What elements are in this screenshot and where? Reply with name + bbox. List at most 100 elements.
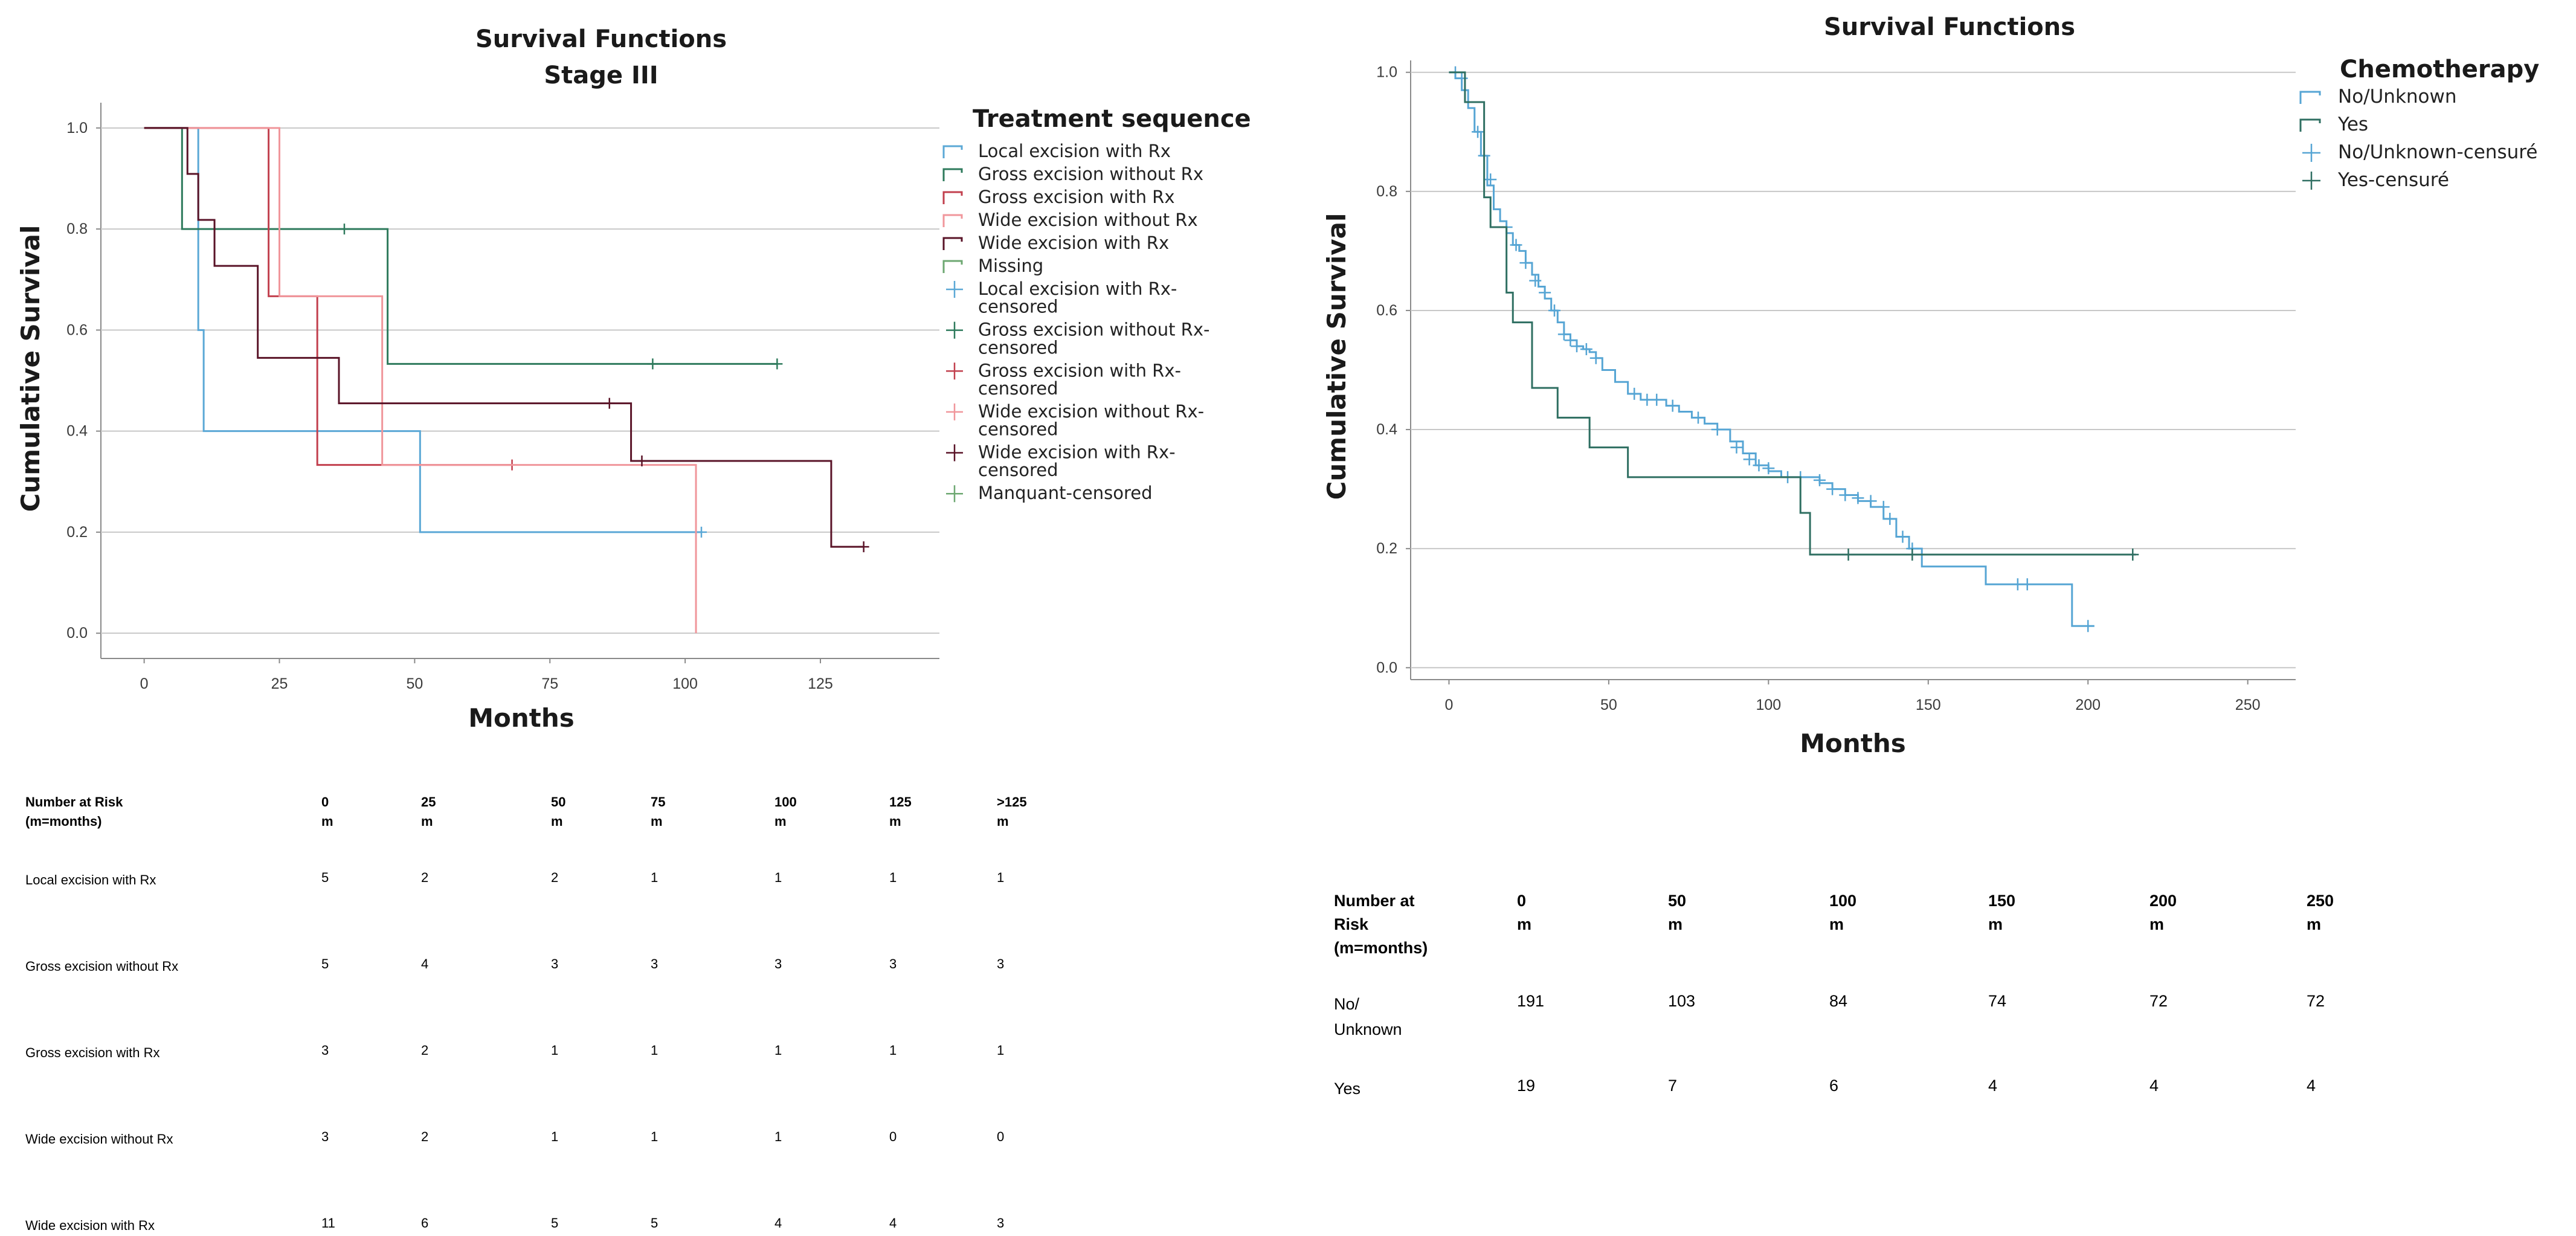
censor-mark bbox=[1455, 72, 1468, 85]
col-header-line: 0 bbox=[321, 794, 329, 810]
risk-table-cell: 72 bbox=[2307, 992, 2325, 1010]
censor-mark bbox=[1557, 328, 1570, 341]
col-header-line: 75 bbox=[651, 794, 666, 810]
censor-mark bbox=[647, 358, 658, 370]
risk-table-cell: 0 bbox=[889, 1129, 897, 1144]
header-label-line: Risk bbox=[1334, 915, 1369, 934]
chart2-legend: No/Unknown Yes No/Unknown-censuré Yes-censu… bbox=[2299, 86, 2537, 191]
legend-cross-swatch bbox=[2302, 144, 2320, 162]
risk-table-cell: 5 bbox=[551, 1215, 559, 1231]
y-tick-label: 0.2 bbox=[66, 524, 88, 541]
censor-mark bbox=[2082, 620, 2095, 632]
legend-cross-swatch bbox=[946, 444, 963, 462]
row-label-line: Gross excision with Rx bbox=[25, 1045, 160, 1060]
risk-table-cell: 5 bbox=[651, 1215, 658, 1231]
chart1-legend: Local excision with Rx Gross excision wit… bbox=[942, 141, 1209, 503]
risk-table-cell: 1 bbox=[551, 1043, 559, 1058]
col-header-line: m bbox=[1829, 915, 1844, 934]
censor-mark bbox=[1628, 387, 1641, 400]
risk-table-row-label: Gross excision without Rx bbox=[25, 956, 178, 977]
legend-label: censored bbox=[978, 378, 1058, 399]
col-header-line: m bbox=[889, 813, 901, 829]
censor-mark bbox=[1852, 492, 1864, 504]
risk-table-cell: 5 bbox=[321, 870, 329, 885]
risk-table-cell: 1 bbox=[651, 1129, 658, 1144]
col-header-line: m bbox=[1988, 915, 2003, 934]
y-tick-label: 1.0 bbox=[1376, 64, 1397, 81]
col-header-line: m bbox=[2149, 915, 2165, 934]
x-tick-label: 50 bbox=[406, 675, 423, 692]
risk-table-cell: 1 bbox=[774, 1043, 782, 1058]
censor-mark bbox=[1519, 257, 1532, 269]
header-label-line: (m=months) bbox=[25, 813, 102, 829]
risk-table-cell: 3 bbox=[321, 1129, 329, 1144]
censor-mark bbox=[1484, 173, 1497, 186]
risk-table-cell: 4 bbox=[2149, 1077, 2159, 1095]
y-tick-label: 0.4 bbox=[66, 423, 88, 440]
risk-table-row-label: Yes bbox=[1334, 1077, 1360, 1102]
risk-table-cell: 1 bbox=[774, 1129, 782, 1144]
legend-cross-swatch bbox=[946, 321, 963, 339]
risk-table-row-label: No/Unknown bbox=[1334, 992, 1402, 1043]
risk-table-cell: 3 bbox=[997, 1215, 1005, 1231]
legend-label: Yes-censuré bbox=[2337, 169, 2449, 191]
legend-label: Wide excision with Rx bbox=[978, 233, 1169, 253]
risk-table-cell: 191 bbox=[1517, 992, 1545, 1010]
chart2-plot-area: 0.0 0.2 0.4 0.6 0.8 1.0 0 50 100 150 200 250 bbox=[1376, 60, 2296, 713]
legend-label: Manquant-censored bbox=[978, 483, 1153, 503]
risk-table-cell: 2 bbox=[551, 870, 559, 885]
y-tick-label: 0.6 bbox=[1376, 302, 1397, 319]
legend-cross-swatch bbox=[2302, 172, 2320, 190]
risk-table-col-header: 25 m bbox=[421, 793, 436, 831]
risk-table-cell: 3 bbox=[889, 956, 897, 971]
risk-table-cell: 74 bbox=[1988, 992, 2007, 1010]
chart2-title: Survival Functions bbox=[1824, 13, 2075, 41]
risk-table-cell: 1 bbox=[774, 870, 782, 885]
legend-label: censored bbox=[978, 297, 1058, 317]
risk-table-cell: 1 bbox=[889, 870, 897, 885]
risk-table-col-header: 100 m bbox=[774, 793, 797, 831]
x-tick-label: 125 bbox=[808, 675, 833, 692]
censor-mark bbox=[2127, 549, 2139, 561]
header-label-line: Number at Risk bbox=[25, 794, 123, 810]
legend-label: No/Unknown-censuré bbox=[2338, 141, 2537, 163]
censor-mark bbox=[1539, 286, 1551, 299]
risk-table-cell: 6 bbox=[421, 1215, 429, 1231]
col-header-line: 125 bbox=[889, 794, 912, 810]
x-tick-label: 50 bbox=[1600, 697, 1617, 713]
legend-label: Gross excision with Rx bbox=[978, 187, 1175, 207]
x-tick-label: 200 bbox=[2075, 697, 2101, 713]
chart2-xlabel: Months bbox=[1800, 729, 1906, 758]
legend-label: Local excision with Rx bbox=[978, 141, 1171, 161]
censor-mark bbox=[1842, 549, 1855, 561]
chart1-legend-title: Treatment sequence bbox=[973, 105, 1251, 133]
risk-table-cell: 1 bbox=[889, 1043, 897, 1058]
survival-curve-1 bbox=[1449, 71, 2136, 556]
col-header-line: m bbox=[997, 813, 1009, 829]
risk-table-header-label: Number at Risk (m=months) bbox=[1334, 889, 1428, 960]
col-header-line: 100 bbox=[774, 794, 797, 810]
chart-chemotherapy: Survival Functions Months Cumulative Sur… bbox=[1322, 13, 2539, 758]
row-label-line: Yes bbox=[1334, 1080, 1361, 1098]
survival-curve-4 bbox=[144, 127, 864, 548]
legend-label: censored bbox=[978, 419, 1058, 440]
risk-table-row-label: Gross excision with Rx bbox=[25, 1043, 160, 1063]
legend-label: No/Unknown bbox=[2338, 86, 2457, 108]
censor-mark bbox=[1650, 393, 1663, 406]
y-tick-label: 0.0 bbox=[1376, 659, 1397, 676]
censor-mark bbox=[1730, 441, 1743, 454]
risk-table-col-header: 150 m bbox=[1988, 889, 2015, 936]
col-header-line: 100 bbox=[1829, 892, 1857, 910]
risk-table-cell: 7 bbox=[1668, 1077, 1678, 1095]
censor-mark bbox=[1896, 530, 1909, 543]
chart1-plot-area: 0.0 0.2 0.4 0.6 0.8 1.0 0 25 50 75 100 125 bbox=[66, 103, 939, 692]
col-header-line: m bbox=[1517, 915, 1532, 934]
censor-mark bbox=[1762, 462, 1775, 475]
row-label-line: Wide excision without Rx bbox=[25, 1131, 173, 1147]
col-header-line: 50 bbox=[1668, 892, 1687, 910]
risk-table-cell: 6 bbox=[1829, 1077, 1839, 1095]
risk-table-cell: 3 bbox=[997, 956, 1005, 971]
censor-mark bbox=[636, 455, 648, 466]
